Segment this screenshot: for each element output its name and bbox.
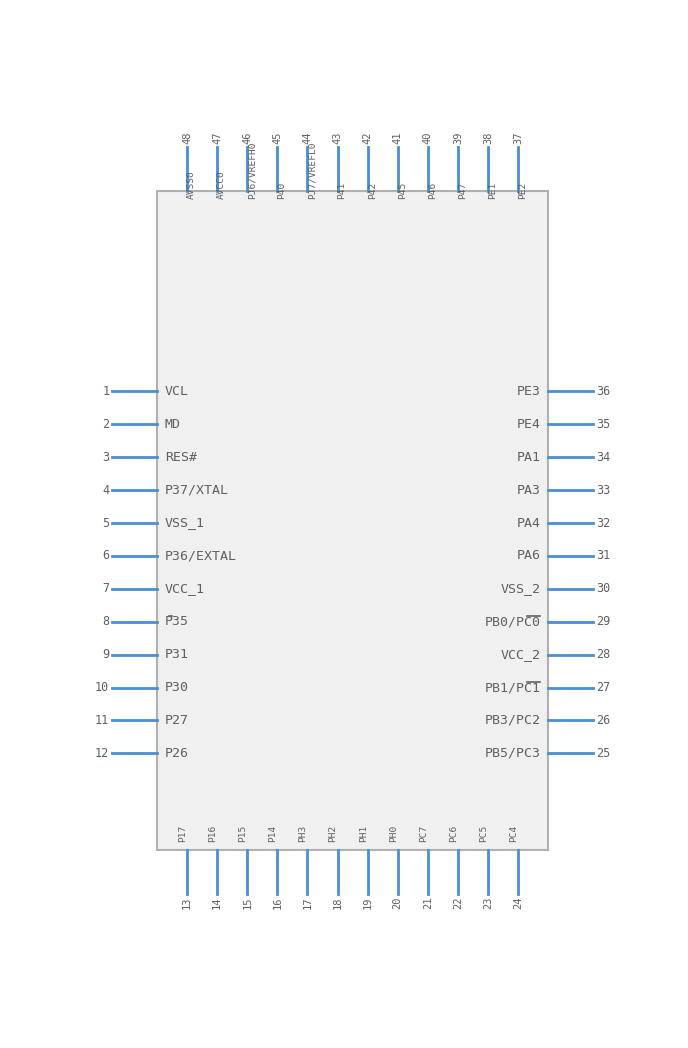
Text: PA3: PA3	[517, 483, 541, 497]
Text: 30: 30	[596, 583, 610, 595]
Text: 46: 46	[242, 132, 252, 145]
Text: 45: 45	[272, 132, 282, 145]
Text: 22: 22	[453, 896, 463, 909]
Text: P31: P31	[164, 648, 189, 661]
Text: P42: P42	[367, 181, 376, 199]
Text: RES#: RES#	[164, 451, 197, 463]
Text: 20: 20	[393, 896, 402, 909]
Text: 9: 9	[102, 648, 109, 661]
Text: 17: 17	[303, 896, 312, 909]
Text: P37/XTAL: P37/XTAL	[164, 483, 228, 497]
Text: P14: P14	[268, 825, 277, 842]
Text: P47: P47	[458, 181, 467, 199]
Text: 47: 47	[212, 132, 222, 145]
Text: 5: 5	[102, 517, 109, 529]
Text: 44: 44	[303, 132, 312, 145]
Text: PC7: PC7	[419, 825, 428, 842]
Text: 7: 7	[102, 583, 109, 595]
Text: 35: 35	[596, 418, 610, 431]
Text: 11: 11	[95, 714, 109, 727]
Text: PB0/PC0: PB0/PC0	[484, 615, 541, 628]
Text: P46: P46	[428, 181, 437, 199]
Text: 19: 19	[363, 896, 373, 909]
Text: PH0: PH0	[389, 825, 398, 842]
Text: 36: 36	[596, 385, 610, 398]
Text: VSS_2: VSS_2	[500, 583, 541, 595]
Text: PB1/PC1: PB1/PC1	[484, 681, 541, 694]
Text: 39: 39	[453, 132, 463, 145]
Text: 3: 3	[102, 451, 109, 463]
Text: PE2: PE2	[518, 181, 527, 199]
Text: P15: P15	[238, 825, 247, 842]
Text: PC4: PC4	[509, 825, 518, 842]
Text: PA6: PA6	[517, 549, 541, 563]
Text: PH1: PH1	[358, 825, 367, 842]
Text: P41: P41	[338, 181, 347, 199]
Text: 37: 37	[513, 132, 523, 145]
Text: VCC_2: VCC_2	[500, 648, 541, 661]
Text: 1: 1	[102, 385, 109, 398]
Text: 15: 15	[242, 896, 252, 909]
Text: 34: 34	[596, 451, 610, 463]
Text: P40: P40	[277, 181, 286, 199]
Text: 4: 4	[102, 483, 109, 497]
Text: PA1: PA1	[517, 451, 541, 463]
Text: MD: MD	[164, 418, 181, 431]
Text: 33: 33	[596, 483, 610, 497]
Text: 42: 42	[363, 132, 373, 145]
Text: P27: P27	[164, 714, 189, 727]
Text: 23: 23	[483, 896, 493, 909]
Text: PE1: PE1	[488, 181, 497, 199]
Text: 21: 21	[423, 896, 433, 909]
Text: 6: 6	[102, 549, 109, 563]
Text: 38: 38	[483, 132, 493, 145]
Text: PJ7/VREFL0: PJ7/VREFL0	[308, 141, 316, 199]
Text: 41: 41	[393, 132, 402, 145]
Text: 48: 48	[182, 132, 192, 145]
Text: 13: 13	[182, 896, 192, 909]
Text: VCC_1: VCC_1	[164, 583, 205, 595]
Text: PH3: PH3	[299, 825, 308, 842]
Text: 29: 29	[596, 615, 610, 628]
Text: PC6: PC6	[449, 825, 458, 842]
Text: P45: P45	[398, 181, 407, 199]
Text: 28: 28	[596, 648, 610, 661]
Text: 43: 43	[332, 132, 343, 145]
Text: 18: 18	[332, 896, 343, 909]
Text: P36/EXTAL: P36/EXTAL	[164, 549, 237, 563]
Text: P30: P30	[164, 681, 189, 694]
Text: PE3: PE3	[517, 385, 541, 398]
Text: PB3/PC2: PB3/PC2	[484, 714, 541, 727]
Text: 2: 2	[102, 418, 109, 431]
Text: AVCC0: AVCC0	[217, 170, 226, 199]
Text: 26: 26	[596, 714, 610, 727]
Text: 10: 10	[95, 681, 109, 694]
Text: VSS_1: VSS_1	[164, 517, 205, 529]
Text: P35: P35	[164, 615, 189, 628]
Text: 8: 8	[102, 615, 109, 628]
Text: 14: 14	[212, 896, 222, 909]
Text: 24: 24	[513, 896, 523, 909]
Bar	[157, 191, 548, 850]
Text: VCL: VCL	[164, 385, 189, 398]
Text: PA4: PA4	[517, 517, 541, 529]
Text: 25: 25	[596, 747, 610, 760]
Text: 40: 40	[423, 132, 433, 145]
Text: 12: 12	[95, 747, 109, 760]
Text: PB5/PC3: PB5/PC3	[484, 747, 541, 760]
Text: 27: 27	[596, 681, 610, 694]
Text: 16: 16	[272, 896, 282, 909]
Text: PC5: PC5	[479, 825, 488, 842]
Text: PE4: PE4	[517, 418, 541, 431]
Text: AVSS0: AVSS0	[187, 170, 196, 199]
Text: PJ6/VREFH0: PJ6/VREFH0	[247, 141, 257, 199]
Text: 31: 31	[596, 549, 610, 563]
Text: P26: P26	[164, 747, 189, 760]
Text: P17: P17	[178, 825, 187, 842]
Text: P16: P16	[208, 825, 217, 842]
Text: 32: 32	[596, 517, 610, 529]
Text: PH2: PH2	[329, 825, 338, 842]
